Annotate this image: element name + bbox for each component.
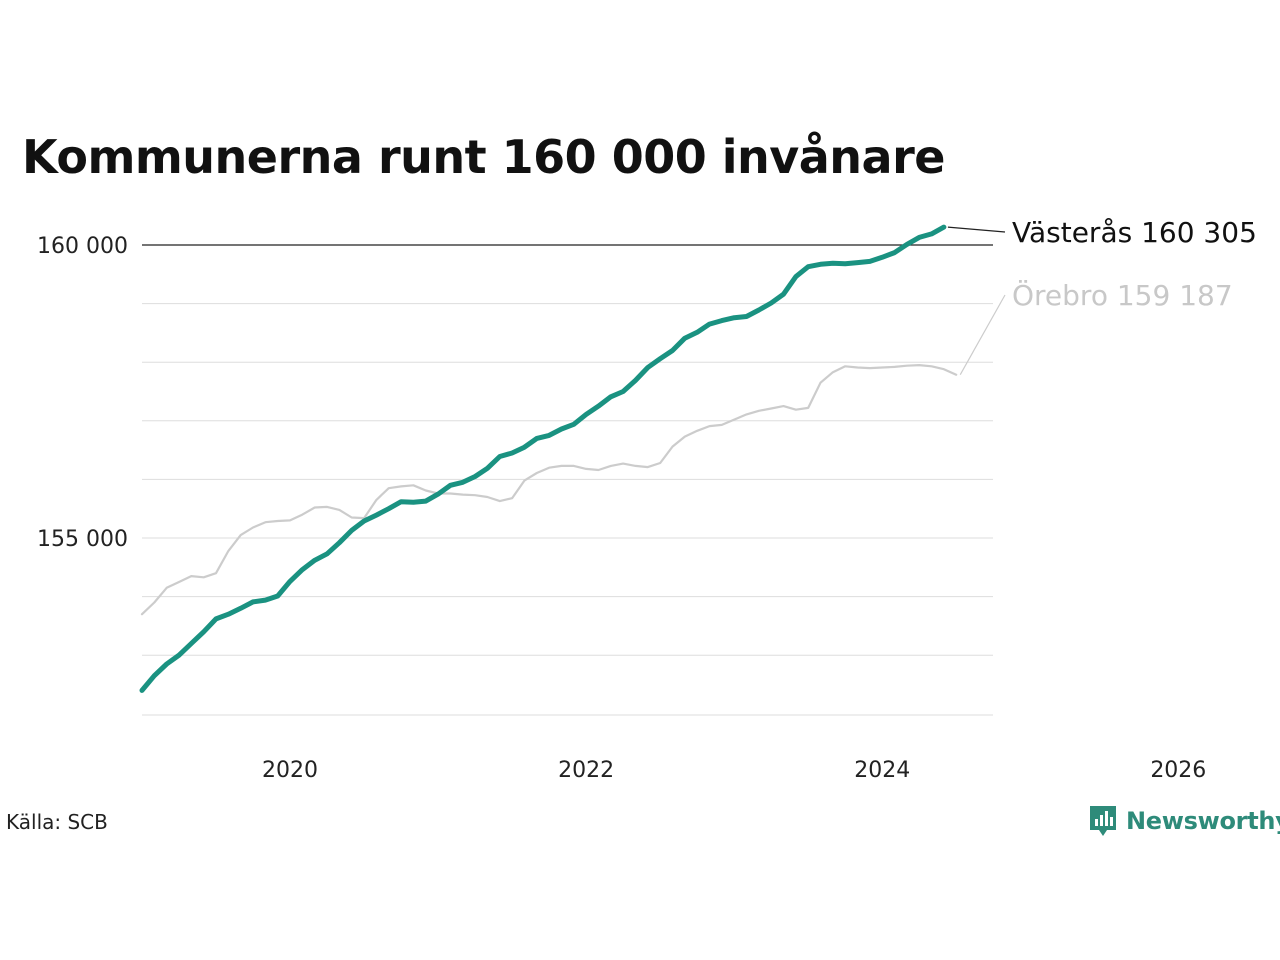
series-end-label: Västerås 160 305 — [1012, 216, 1257, 249]
source-note: Källa: SCB — [6, 810, 108, 834]
series-lines — [139, 224, 958, 693]
y-tick-label: 155 000 — [37, 527, 128, 552]
series-line-vasteras — [139, 224, 947, 693]
y-tick-label: 160 000 — [37, 234, 128, 259]
series-end-labels: Västerås 160 305 Örebro 159 187 — [947, 216, 1257, 375]
brand-name: Newsworthy — [1126, 807, 1280, 835]
brand-logo: Newsworthy — [1088, 804, 1280, 838]
x-tick-label: 2026 — [1150, 758, 1206, 783]
x-tick-label: 2020 — [262, 758, 318, 783]
series-end-label: Örebro 159 187 — [1012, 278, 1233, 312]
label-leader — [947, 226, 1006, 233]
newsworthy-logo-icon — [1090, 806, 1116, 836]
label-leader — [959, 294, 1006, 375]
series-line-orebro — [140, 364, 958, 616]
y-axis-ticks: 160 000 155 000 — [37, 234, 128, 552]
chart-title: Kommunerna runt 160 000 invånare — [22, 130, 945, 184]
gridlines — [142, 244, 993, 716]
x-tick-label: 2022 — [558, 758, 614, 783]
x-tick-label: 2024 — [854, 758, 910, 783]
x-axis-ticks: 2020 2022 2024 2026 — [262, 758, 1206, 783]
